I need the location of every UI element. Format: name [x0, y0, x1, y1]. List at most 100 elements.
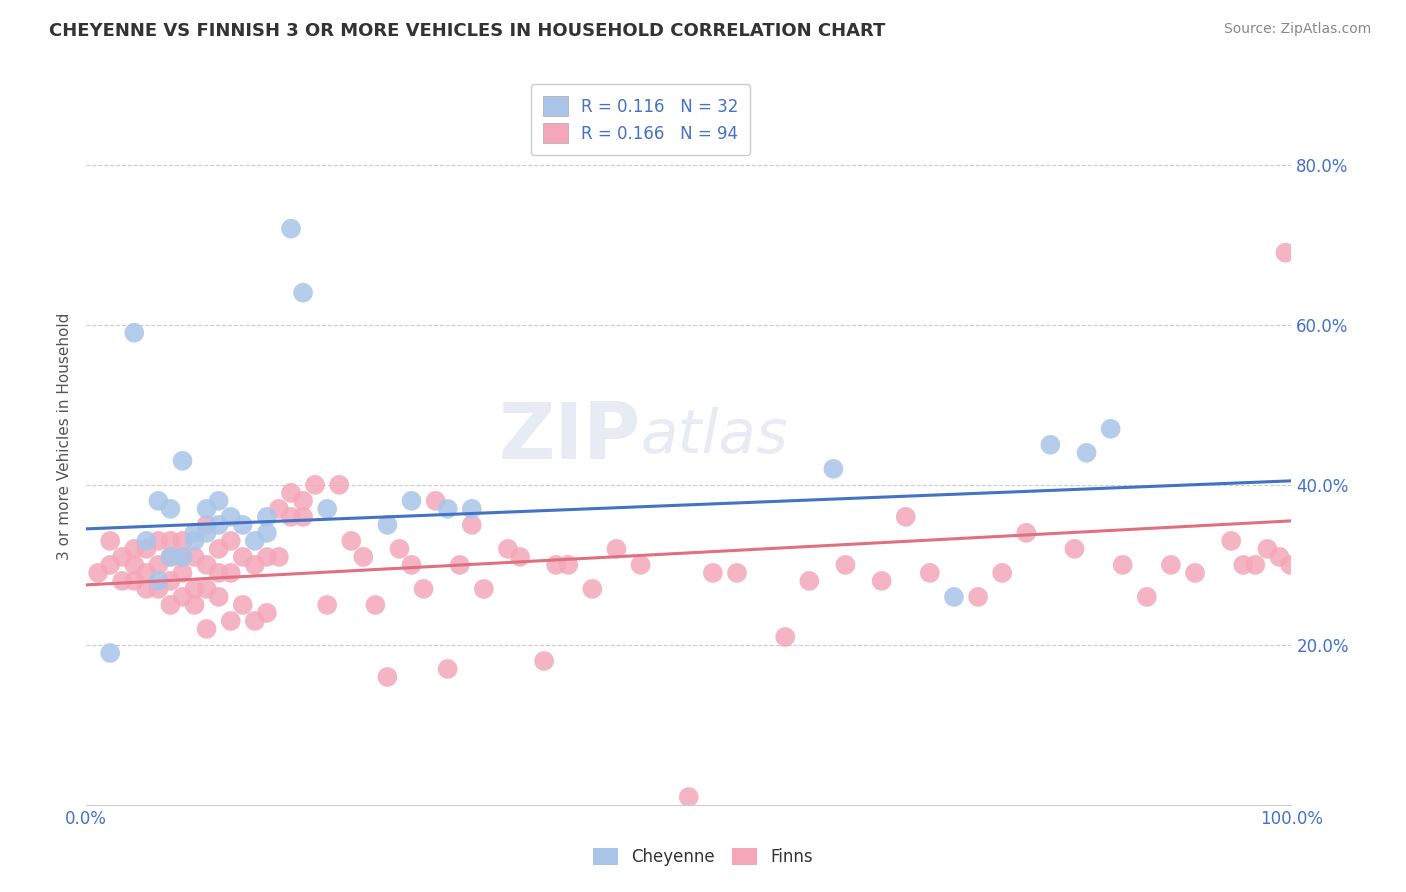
- Point: [280, 221, 302, 235]
- Point: [135, 582, 157, 596]
- Point: [472, 582, 495, 596]
- Point: [243, 533, 266, 548]
- Point: [834, 558, 856, 572]
- Point: [799, 574, 821, 588]
- Point: [172, 549, 194, 564]
- Legend: Cheyenne, Finns: Cheyenne, Finns: [586, 841, 820, 873]
- Point: [148, 493, 170, 508]
- Point: [124, 558, 146, 572]
- Point: [159, 501, 181, 516]
- Point: [292, 493, 315, 508]
- Point: [159, 598, 181, 612]
- Point: [1099, 422, 1122, 436]
- Point: [148, 533, 170, 548]
- Point: [401, 493, 423, 508]
- Point: [159, 574, 181, 588]
- Point: [195, 582, 218, 596]
- Point: [316, 598, 339, 612]
- Point: [208, 566, 231, 580]
- Point: [87, 566, 110, 580]
- Point: [352, 549, 374, 564]
- Point: [183, 549, 205, 564]
- Y-axis label: 3 or more Vehicles in Household: 3 or more Vehicles in Household: [58, 313, 72, 560]
- Point: [412, 582, 434, 596]
- Point: [991, 566, 1014, 580]
- Point: [605, 541, 627, 556]
- Point: [918, 566, 941, 580]
- Point: [195, 501, 218, 516]
- Point: [124, 574, 146, 588]
- Point: [725, 566, 748, 580]
- Point: [256, 549, 278, 564]
- Point: [219, 509, 242, 524]
- Text: CHEYENNE VS FINNISH 3 OR MORE VEHICLES IN HOUSEHOLD CORRELATION CHART: CHEYENNE VS FINNISH 3 OR MORE VEHICLES I…: [49, 22, 886, 40]
- Point: [159, 533, 181, 548]
- Point: [98, 533, 121, 548]
- Point: [172, 549, 194, 564]
- Point: [1136, 590, 1159, 604]
- Point: [292, 285, 315, 300]
- Point: [280, 486, 302, 500]
- Point: [195, 558, 218, 572]
- Point: [292, 509, 315, 524]
- Point: [256, 525, 278, 540]
- Point: [135, 566, 157, 580]
- Text: atlas: atlas: [641, 408, 789, 467]
- Point: [219, 533, 242, 548]
- Point: [148, 574, 170, 588]
- Point: [1220, 533, 1243, 548]
- Point: [232, 549, 254, 564]
- Point: [172, 533, 194, 548]
- Point: [388, 541, 411, 556]
- Point: [1015, 525, 1038, 540]
- Point: [894, 509, 917, 524]
- Point: [159, 549, 181, 564]
- Point: [243, 558, 266, 572]
- Point: [159, 549, 181, 564]
- Point: [148, 558, 170, 572]
- Point: [232, 517, 254, 532]
- Point: [870, 574, 893, 588]
- Point: [1160, 558, 1182, 572]
- Point: [208, 541, 231, 556]
- Point: [243, 614, 266, 628]
- Point: [340, 533, 363, 548]
- Point: [328, 478, 350, 492]
- Point: [773, 630, 796, 644]
- Point: [461, 501, 484, 516]
- Point: [557, 558, 579, 572]
- Point: [425, 493, 447, 508]
- Point: [183, 598, 205, 612]
- Point: [823, 462, 845, 476]
- Point: [630, 558, 652, 572]
- Point: [1063, 541, 1085, 556]
- Point: [172, 454, 194, 468]
- Point: [942, 590, 965, 604]
- Point: [195, 517, 218, 532]
- Point: [1279, 558, 1302, 572]
- Point: [401, 558, 423, 572]
- Point: [256, 509, 278, 524]
- Point: [172, 566, 194, 580]
- Point: [1244, 558, 1267, 572]
- Point: [183, 525, 205, 540]
- Point: [1112, 558, 1135, 572]
- Point: [135, 541, 157, 556]
- Point: [111, 549, 134, 564]
- Point: [678, 790, 700, 805]
- Point: [1232, 558, 1254, 572]
- Point: [1268, 549, 1291, 564]
- Point: [1274, 245, 1296, 260]
- Point: [219, 566, 242, 580]
- Point: [124, 541, 146, 556]
- Point: [124, 326, 146, 340]
- Legend: R = 0.116   N = 32, R = 0.166   N = 94: R = 0.116 N = 32, R = 0.166 N = 94: [531, 84, 749, 155]
- Text: ZIP: ZIP: [498, 399, 641, 475]
- Point: [172, 590, 194, 604]
- Point: [1184, 566, 1206, 580]
- Point: [256, 606, 278, 620]
- Point: [208, 517, 231, 532]
- Point: [581, 582, 603, 596]
- Point: [436, 501, 458, 516]
- Point: [98, 646, 121, 660]
